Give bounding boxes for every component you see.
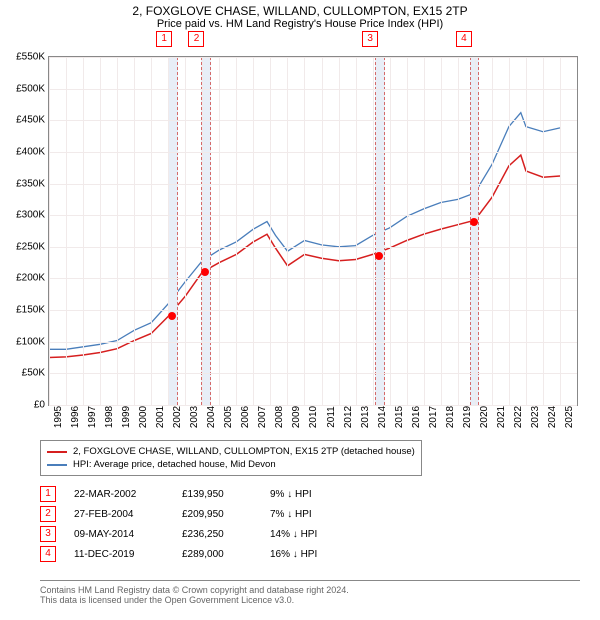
x-axis-label: 1996 — [66, 406, 81, 428]
event-band — [375, 57, 385, 405]
sale-point — [201, 268, 209, 276]
x-axis-label: 2025 — [560, 406, 575, 428]
y-axis-label: £50K — [22, 368, 49, 379]
row-price: £139,950 — [182, 489, 252, 500]
legend-label: HPI: Average price, detached house, Mid … — [73, 459, 276, 470]
table-row: 2 27-FEB-2004 £209,950 7% ↓ HPI — [40, 504, 580, 524]
y-axis-label: £350K — [16, 178, 49, 189]
legend: 2, FOXGLOVE CHASE, WILLAND, CULLOMPTON, … — [40, 440, 422, 476]
y-axis-label: £100K — [16, 336, 49, 347]
chart-container: 2, FOXGLOVE CHASE, WILLAND, CULLOMPTON, … — [0, 0, 600, 620]
x-axis-label: 2016 — [407, 406, 422, 428]
x-axis-label: 1998 — [100, 406, 115, 428]
x-axis-label: 2001 — [151, 406, 166, 428]
y-axis-label: £150K — [16, 305, 49, 316]
x-axis-label: 2008 — [270, 406, 285, 428]
row-num: 3 — [40, 526, 56, 542]
sale-point — [168, 312, 176, 320]
legend-item: 2, FOXGLOVE CHASE, WILLAND, CULLOMPTON, … — [47, 445, 415, 458]
x-axis-label: 2011 — [322, 406, 337, 428]
chart-title: 2, FOXGLOVE CHASE, WILLAND, CULLOMPTON, … — [0, 0, 600, 18]
y-axis-label: £300K — [16, 210, 49, 221]
x-axis-label: 2009 — [287, 406, 302, 428]
row-num: 1 — [40, 486, 56, 502]
legend-label: 2, FOXGLOVE CHASE, WILLAND, CULLOMPTON, … — [73, 446, 415, 457]
row-delta: 9% ↓ HPI — [270, 489, 360, 500]
x-axis-label: 2021 — [492, 406, 507, 428]
row-num: 4 — [40, 546, 56, 562]
y-axis-label: £550K — [16, 52, 49, 63]
y-axis-label: £400K — [16, 146, 49, 157]
x-axis-label: 2002 — [168, 406, 183, 428]
sale-point — [470, 218, 478, 226]
x-axis-label: 1999 — [117, 406, 132, 428]
row-date: 27-FEB-2004 — [74, 509, 164, 520]
x-axis-label: 2005 — [219, 406, 234, 428]
x-axis-label: 2017 — [424, 406, 439, 428]
footer-line2: This data is licensed under the Open Gov… — [40, 595, 580, 605]
row-price: £236,250 — [182, 529, 252, 540]
attribution-footer: Contains HM Land Registry data © Crown c… — [40, 576, 580, 605]
x-axis-label: 1995 — [49, 406, 64, 428]
legend-item: HPI: Average price, detached house, Mid … — [47, 458, 415, 471]
row-delta: 7% ↓ HPI — [270, 509, 360, 520]
x-axis-label: 2000 — [134, 406, 149, 428]
row-delta: 16% ↓ HPI — [270, 549, 360, 560]
footer-line1: Contains HM Land Registry data © Crown c… — [40, 585, 580, 595]
row-delta: 14% ↓ HPI — [270, 529, 360, 540]
x-axis-label: 2024 — [543, 406, 558, 428]
x-axis-label: 2006 — [236, 406, 251, 428]
event-marker-label: 4 — [456, 31, 472, 47]
y-axis-label: £200K — [16, 273, 49, 284]
sales-table: 1 22-MAR-2002 £139,950 9% ↓ HPI 2 27-FEB-2004… — [40, 484, 580, 564]
x-axis-label: 2012 — [339, 406, 354, 428]
x-axis-label: 2023 — [526, 406, 541, 428]
x-axis-label: 2022 — [509, 406, 524, 428]
x-axis-label: 2013 — [356, 406, 371, 428]
x-axis-label: 2010 — [304, 406, 319, 428]
x-axis-label: 2007 — [253, 406, 268, 428]
x-axis-label: 2014 — [373, 406, 388, 428]
event-marker-label: 1 — [156, 31, 172, 47]
y-axis-label: £0 — [34, 400, 49, 411]
plot-area: £0£50K£100K£150K£200K£250K£300K£350K£400… — [48, 56, 578, 406]
row-date: 11-DEC-2019 — [74, 549, 164, 560]
x-axis-label: 2004 — [202, 406, 217, 428]
sale-point — [375, 252, 383, 260]
row-date: 09-MAY-2014 — [74, 529, 164, 540]
row-date: 22-MAR-2002 — [74, 489, 164, 500]
table-row: 3 09-MAY-2014 £236,250 14% ↓ HPI — [40, 524, 580, 544]
plot-svg — [49, 57, 577, 405]
event-marker-label: 2 — [188, 31, 204, 47]
event-marker-label: 3 — [362, 31, 378, 47]
x-axis-label: 2003 — [185, 406, 200, 428]
row-num: 2 — [40, 506, 56, 522]
table-row: 1 22-MAR-2002 £139,950 9% ↓ HPI — [40, 484, 580, 504]
x-axis-label: 2015 — [390, 406, 405, 428]
event-band — [168, 57, 178, 405]
row-price: £209,950 — [182, 509, 252, 520]
x-axis-label: 2019 — [458, 406, 473, 428]
legend-swatch — [47, 464, 67, 466]
y-axis-label: £250K — [16, 241, 49, 252]
legend-swatch — [47, 451, 67, 453]
table-row: 4 11-DEC-2019 £289,000 16% ↓ HPI — [40, 544, 580, 564]
y-axis-label: £500K — [16, 83, 49, 94]
x-axis-label: 1997 — [83, 406, 98, 428]
x-axis-label: 2020 — [475, 406, 490, 428]
x-axis-label: 2018 — [441, 406, 456, 428]
y-axis-label: £450K — [16, 115, 49, 126]
chart-subtitle: Price paid vs. HM Land Registry's House … — [0, 18, 600, 34]
row-price: £289,000 — [182, 549, 252, 560]
